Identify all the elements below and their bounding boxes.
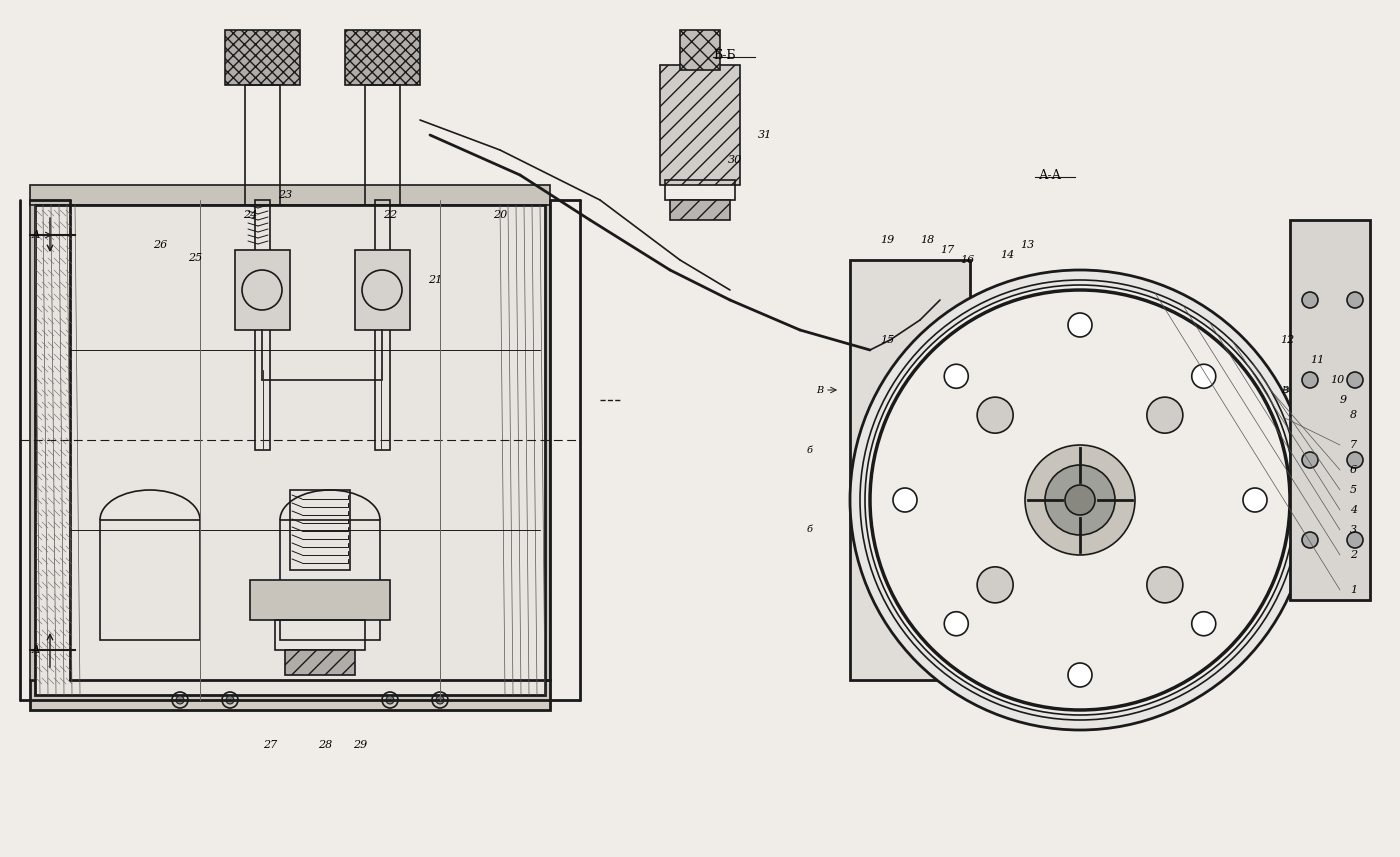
Bar [235, 250, 290, 330]
Text: 14: 14 [1000, 250, 1014, 260]
Text: 13: 13 [1021, 240, 1035, 250]
Bar [290, 490, 350, 570]
Text: б: б [806, 446, 813, 454]
Text: 15: 15 [881, 335, 895, 345]
Bar [356, 250, 410, 330]
Bar [251, 580, 391, 620]
Circle shape [1302, 452, 1317, 468]
Bar [665, 180, 735, 200]
Text: А-А: А-А [1039, 169, 1061, 182]
Circle shape [1347, 292, 1364, 308]
Circle shape [1347, 372, 1364, 388]
Text: 19: 19 [881, 235, 895, 245]
Circle shape [893, 488, 917, 512]
Text: А: А [32, 645, 41, 655]
Circle shape [1191, 364, 1215, 388]
Circle shape [225, 696, 234, 704]
Text: 23: 23 [277, 190, 293, 200]
Text: 24: 24 [242, 210, 258, 220]
Circle shape [944, 364, 969, 388]
Text: 11: 11 [1310, 355, 1324, 365]
Text: 5: 5 [1350, 485, 1357, 495]
Circle shape [944, 612, 969, 636]
Bar [255, 200, 270, 450]
Text: В: В [1281, 386, 1288, 394]
Text: 26: 26 [153, 240, 167, 250]
Text: В: В [816, 386, 823, 394]
Circle shape [850, 270, 1310, 730]
Text: 18: 18 [920, 235, 934, 245]
Bar [225, 30, 300, 85]
Bar [344, 30, 420, 85]
Bar [671, 200, 729, 220]
Text: 20: 20 [493, 210, 507, 220]
Circle shape [176, 696, 183, 704]
Circle shape [1068, 313, 1092, 337]
Text: 10: 10 [1330, 375, 1344, 385]
Bar [35, 205, 545, 695]
Circle shape [1243, 488, 1267, 512]
Circle shape [977, 397, 1014, 433]
Text: 29: 29 [353, 740, 367, 750]
Bar [286, 650, 356, 675]
Bar [850, 260, 970, 680]
Circle shape [1347, 532, 1364, 548]
Bar [375, 200, 391, 450]
Bar [274, 620, 365, 650]
Text: 8: 8 [1350, 410, 1357, 420]
Text: 17: 17 [939, 245, 955, 255]
Circle shape [386, 696, 393, 704]
Bar [29, 185, 550, 205]
Text: 12: 12 [1280, 335, 1294, 345]
Circle shape [1302, 372, 1317, 388]
Bar [659, 65, 741, 185]
Text: 27: 27 [263, 740, 277, 750]
Text: б: б [806, 525, 813, 535]
Text: 30: 30 [728, 155, 742, 165]
Text: 25: 25 [188, 253, 202, 263]
Circle shape [1025, 445, 1135, 555]
Circle shape [865, 285, 1295, 715]
Circle shape [1044, 465, 1114, 535]
Circle shape [435, 696, 444, 704]
Text: 3: 3 [1350, 525, 1357, 535]
Text: 9: 9 [1340, 395, 1347, 405]
Circle shape [1302, 292, 1317, 308]
Circle shape [1347, 452, 1364, 468]
Bar [29, 680, 550, 710]
Bar [280, 520, 379, 640]
Text: 7: 7 [1350, 440, 1357, 450]
Text: Б-Б: Б-Б [714, 49, 736, 62]
Text: 1: 1 [1350, 585, 1357, 595]
Circle shape [1147, 566, 1183, 602]
Circle shape [1065, 485, 1095, 515]
Text: 16: 16 [960, 255, 974, 265]
Circle shape [977, 566, 1014, 602]
Text: 31: 31 [757, 130, 773, 140]
Bar [245, 85, 280, 205]
Bar [531, 200, 550, 680]
Bar [1289, 220, 1371, 600]
Bar [680, 30, 720, 70]
Bar [365, 85, 400, 205]
Text: 4: 4 [1350, 505, 1357, 515]
Text: А: А [32, 230, 41, 240]
Text: 22: 22 [382, 210, 398, 220]
Text: 21: 21 [428, 275, 442, 285]
Bar [29, 200, 70, 680]
Text: 28: 28 [318, 740, 332, 750]
Circle shape [1147, 397, 1183, 433]
Text: 6: 6 [1350, 465, 1357, 475]
Bar [99, 520, 200, 640]
Circle shape [1191, 612, 1215, 636]
Circle shape [1068, 663, 1092, 687]
Text: 2: 2 [1350, 550, 1357, 560]
Circle shape [1302, 532, 1317, 548]
